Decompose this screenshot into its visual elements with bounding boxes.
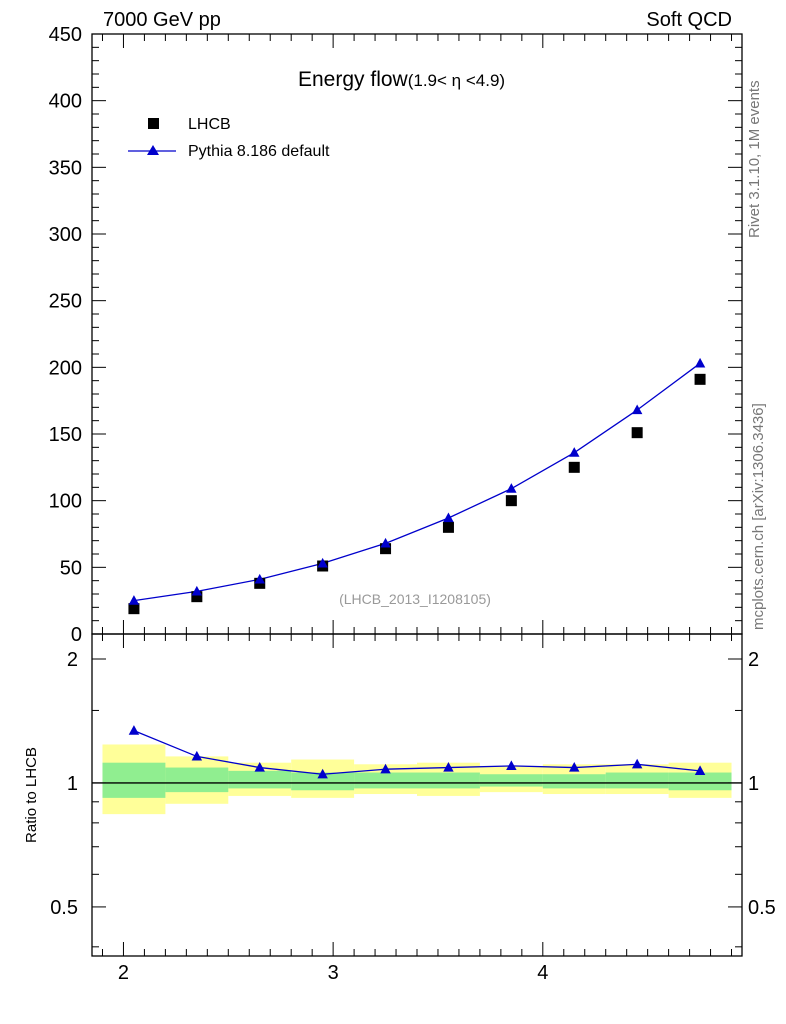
lhcb-point-1 — [191, 591, 203, 603]
xtick-label: 2 — [118, 962, 129, 984]
ratio-ytick-label-right: 1 — [748, 773, 759, 795]
ratio-band-inner-3 — [291, 772, 355, 791]
ratio-band-inner-4 — [354, 772, 417, 789]
ratio-point-2 — [254, 762, 265, 772]
main-ytick-label: 150 — [49, 424, 82, 446]
chart-title: Energy flow(1.9< η <4.9) — [298, 68, 505, 91]
xtick-label: 4 — [537, 962, 548, 984]
ratio-ytick-label: 1 — [67, 773, 78, 795]
pythia-point-2 — [254, 573, 265, 584]
legend-marker-lhcb — [148, 118, 159, 129]
ratio-ytick-label-right: 2 — [748, 649, 759, 671]
legend-marker-pythia — [147, 145, 159, 155]
chart-title-main: Energy flow — [298, 68, 409, 91]
legend-label-pythia: Pythia 8.186 default — [188, 143, 330, 160]
header-right: Soft QCD — [646, 9, 732, 31]
ratio-band-inner-6 — [479, 774, 543, 787]
main-ytick-label: 0 — [71, 624, 82, 646]
pythia-point-3 — [317, 557, 328, 568]
ratio-point-1 — [191, 750, 203, 761]
analysis-watermark: (LHCB_2013_I1208105) — [339, 591, 491, 607]
lhcb-point-0 — [128, 603, 140, 615]
legend-label-lhcb: LHCB — [188, 116, 231, 133]
ratio-band-inner-0 — [102, 762, 166, 798]
pythia-point-0 — [128, 595, 140, 605]
ratio-point-9 — [694, 765, 706, 775]
legend: LHCB Pythia 8.186 default — [128, 116, 330, 160]
ratio-point-8 — [631, 758, 643, 769]
ratio-ylabel: Ratio to LHCB — [23, 747, 40, 843]
pythia-line — [133, 362, 701, 602]
pythia-point-4 — [380, 537, 391, 548]
main-ytick-label: 250 — [49, 291, 82, 313]
main-ytick-label: 450 — [49, 24, 82, 46]
ratio-ytick-label: 0.5 — [50, 897, 78, 919]
header-left: 7000 GeV pp — [103, 9, 221, 31]
lhcb-point-7 — [568, 461, 580, 473]
main-ytick-label: 400 — [49, 91, 82, 113]
ratio-band-inner-7 — [542, 774, 606, 789]
lhcb-point-8 — [631, 427, 643, 439]
lhcb-point-6 — [505, 495, 517, 507]
pythia-point-9 — [694, 357, 706, 368]
lhcb-point-5 — [442, 521, 454, 533]
pythia-point-5 — [443, 512, 454, 523]
main-ytick-label: 300 — [49, 224, 82, 246]
pythia-point-1 — [191, 585, 203, 596]
ratio-point-7 — [569, 762, 580, 772]
ratio-band-inner-1 — [165, 767, 229, 793]
main-ytick-label: 50 — [60, 557, 82, 579]
ratio-band-inner-5 — [417, 772, 480, 789]
pythia-point-8 — [631, 404, 643, 415]
lhcb-point-9 — [694, 373, 706, 385]
ratio-point-3 — [317, 768, 328, 779]
chart-title-sub: (1.9< η <4.9) — [408, 71, 505, 90]
main-ytick-label: 100 — [49, 491, 82, 513]
ratio-band-inner-8 — [605, 772, 669, 789]
ratio-point-4 — [380, 763, 391, 774]
ratio-series-line — [133, 730, 701, 775]
lhcb-point-4 — [380, 543, 392, 555]
ratio-point-0 — [128, 725, 140, 735]
pythia-point-6 — [506, 483, 517, 493]
ratio-band-inner-9 — [668, 772, 732, 791]
main-ytick-label: 350 — [49, 157, 82, 179]
main-ytick-label: 200 — [49, 357, 82, 379]
ratio-ytick-label-right: 0.5 — [748, 897, 776, 919]
ratio-band-inner-2 — [228, 770, 292, 789]
xtick-label: 3 — [328, 962, 339, 984]
ratio-point-5 — [443, 762, 454, 772]
pythia-point-7 — [569, 447, 580, 457]
ratio-ytick-label: 2 — [67, 649, 78, 671]
ratio-point-6 — [506, 760, 517, 771]
